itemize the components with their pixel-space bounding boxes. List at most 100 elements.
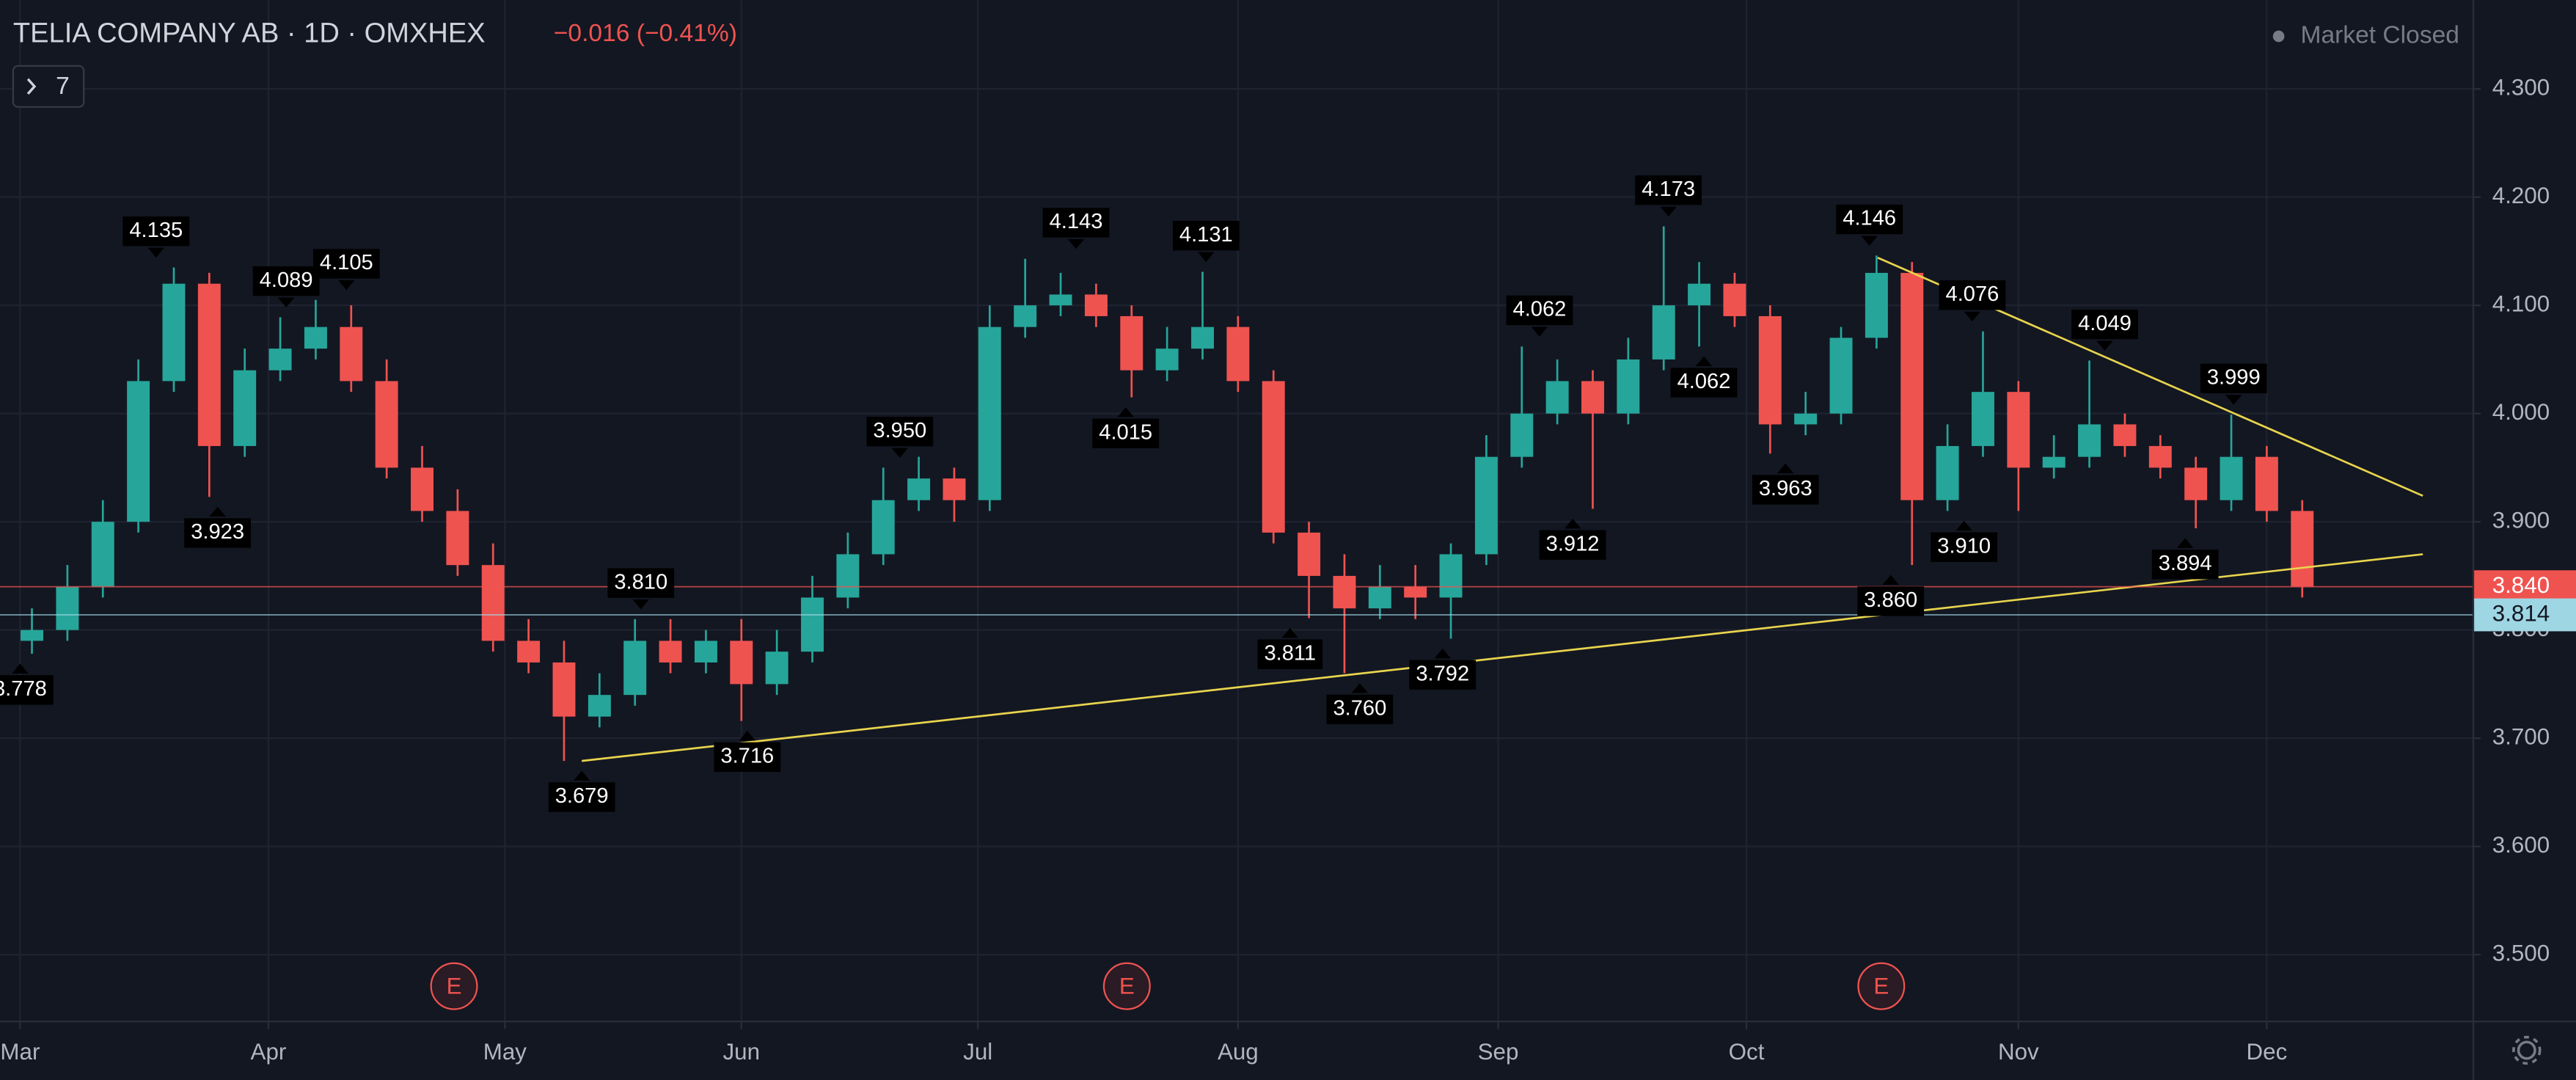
pivot-label-bg bbox=[1635, 175, 1702, 205]
pivot-annotation: 3.860 bbox=[1857, 574, 1925, 616]
pivot-label-bg bbox=[1172, 221, 1240, 251]
candle-body bbox=[1865, 272, 1888, 338]
pivot-label: 3.860 bbox=[1864, 588, 1917, 612]
pivot-annotation: 3.910 bbox=[1931, 520, 1998, 562]
candle-body bbox=[162, 283, 186, 382]
pivot-annotation: 4.135 bbox=[122, 216, 190, 258]
x-tick-label: Mar bbox=[0, 1039, 40, 1065]
candle bbox=[1155, 326, 1179, 382]
candle bbox=[1723, 272, 1746, 327]
pivot-label-bg bbox=[2071, 309, 2138, 340]
candle bbox=[481, 543, 505, 652]
pivot-marker bbox=[1117, 406, 1134, 417]
pivot-label-bg bbox=[1931, 532, 1998, 562]
pivot-annotation: 3.894 bbox=[2151, 538, 2219, 580]
candle-body bbox=[268, 349, 292, 371]
candle bbox=[588, 673, 611, 728]
settings-icon[interactable] bbox=[2512, 1035, 2542, 1065]
pivot-label-bg bbox=[2151, 550, 2219, 580]
earnings-marker bbox=[430, 962, 478, 1010]
candle bbox=[1617, 338, 1640, 425]
pivot-label-bg bbox=[2200, 363, 2267, 394]
candle bbox=[1829, 326, 1853, 425]
candle bbox=[907, 456, 931, 511]
candle bbox=[1688, 262, 1711, 347]
pivot-annotation: 4.015 bbox=[1092, 406, 1160, 448]
candle-body bbox=[197, 283, 221, 446]
candle-body bbox=[1298, 532, 1321, 576]
pivot-marker bbox=[209, 506, 226, 517]
y-tick-label: 4.200 bbox=[2492, 183, 2550, 208]
pivot-label-bg bbox=[1326, 694, 1394, 725]
candle bbox=[1439, 543, 1463, 639]
pivot-label: 4.131 bbox=[1179, 223, 1233, 247]
candle bbox=[1191, 271, 1214, 360]
status-dot bbox=[2272, 30, 2285, 43]
pivot-marker bbox=[277, 297, 295, 307]
candle bbox=[2184, 456, 2208, 529]
candle-body bbox=[1617, 359, 1640, 414]
candle bbox=[1014, 258, 1037, 338]
earnings-label: E bbox=[1873, 974, 1889, 999]
candle-body bbox=[1084, 294, 1108, 316]
pivot-marker bbox=[1882, 574, 1899, 585]
pivot-label-bg bbox=[1042, 208, 1110, 238]
pivot-marker bbox=[147, 247, 164, 258]
candle-body bbox=[1972, 392, 1994, 446]
price-tag-label: 3.814 bbox=[2492, 600, 2550, 626]
pivot-marker bbox=[2225, 395, 2242, 405]
candle bbox=[1049, 272, 1072, 316]
candle bbox=[1474, 435, 1498, 566]
candle bbox=[730, 619, 753, 721]
y-tick-label: 4.000 bbox=[2492, 399, 2550, 425]
candle bbox=[411, 445, 433, 522]
pivot-label-bg bbox=[0, 675, 54, 705]
candle bbox=[978, 305, 1001, 511]
candle-body bbox=[1545, 381, 1569, 414]
candle-body bbox=[694, 641, 717, 663]
candle bbox=[1545, 359, 1569, 425]
pivot-marker bbox=[338, 280, 355, 291]
pivot-annotation: 4.146 bbox=[1836, 204, 1903, 246]
candle bbox=[694, 630, 717, 674]
pivot-label: 3.894 bbox=[2159, 552, 2212, 575]
pivot-label: 3.760 bbox=[1333, 697, 1386, 720]
candle bbox=[21, 608, 44, 654]
candle-body bbox=[836, 554, 860, 598]
pivot-label: 3.679 bbox=[555, 784, 609, 808]
pivot-label-bg bbox=[1836, 204, 1903, 235]
pivot-label-bg bbox=[1752, 475, 1819, 505]
pivot-marker bbox=[1861, 236, 1878, 246]
candle bbox=[1226, 315, 1250, 393]
candle-body bbox=[765, 652, 788, 685]
indicators-toggle[interactable] bbox=[12, 65, 85, 108]
candle-body bbox=[1049, 294, 1072, 306]
pivot-label-bg bbox=[184, 518, 252, 548]
candle-body bbox=[1688, 283, 1711, 306]
candle-body bbox=[1652, 305, 1675, 360]
candle-body bbox=[1581, 381, 1604, 414]
trend-line bbox=[582, 553, 2423, 762]
candle-body bbox=[517, 641, 541, 663]
pivot-label: 4.062 bbox=[1677, 370, 1731, 393]
candle bbox=[1084, 283, 1108, 327]
candle bbox=[1652, 226, 1675, 371]
candle bbox=[197, 272, 221, 497]
candle-body bbox=[871, 500, 895, 555]
candle-body bbox=[2291, 511, 2314, 587]
pivot-label: 3.778 bbox=[0, 677, 47, 701]
chart-title: TELIA COMPANY AB · 1D · OMXHEX bbox=[13, 18, 486, 48]
pivot-marker bbox=[632, 599, 649, 610]
earnings-marker bbox=[1102, 962, 1151, 1010]
candle-body bbox=[2220, 456, 2243, 500]
pivot-annotation: 3.810 bbox=[607, 568, 675, 610]
pivot-marker bbox=[1564, 518, 1581, 529]
pivot-annotation: 3.760 bbox=[1326, 683, 1394, 725]
candle-body bbox=[2148, 445, 2172, 468]
candle bbox=[836, 532, 860, 609]
x-tick-label: Nov bbox=[1998, 1039, 2039, 1065]
candle-body bbox=[91, 522, 114, 587]
candle bbox=[2007, 381, 2030, 511]
